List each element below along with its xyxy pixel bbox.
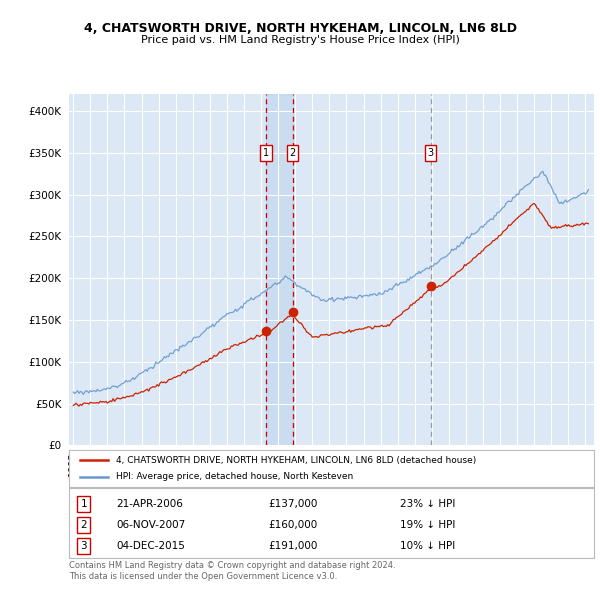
Text: 4, CHATSWORTH DRIVE, NORTH HYKEHAM, LINCOLN, LN6 8LD (detached house): 4, CHATSWORTH DRIVE, NORTH HYKEHAM, LINC… bbox=[116, 455, 476, 464]
Text: HPI: Average price, detached house, North Kesteven: HPI: Average price, detached house, Nort… bbox=[116, 473, 353, 481]
Text: Contains HM Land Registry data © Crown copyright and database right 2024.: Contains HM Land Registry data © Crown c… bbox=[69, 561, 395, 570]
Text: 2: 2 bbox=[80, 520, 87, 530]
Text: 19% ↓ HPI: 19% ↓ HPI bbox=[400, 520, 455, 530]
Text: £137,000: £137,000 bbox=[269, 499, 318, 509]
Text: 10% ↓ HPI: 10% ↓ HPI bbox=[400, 540, 455, 550]
Text: This data is licensed under the Open Government Licence v3.0.: This data is licensed under the Open Gov… bbox=[69, 572, 337, 581]
Text: Price paid vs. HM Land Registry's House Price Index (HPI): Price paid vs. HM Land Registry's House … bbox=[140, 35, 460, 45]
Text: £160,000: £160,000 bbox=[269, 520, 318, 530]
Text: 04-DEC-2015: 04-DEC-2015 bbox=[116, 540, 185, 550]
Text: 21-APR-2006: 21-APR-2006 bbox=[116, 499, 183, 509]
Text: 06-NOV-2007: 06-NOV-2007 bbox=[116, 520, 185, 530]
Text: 1: 1 bbox=[80, 499, 87, 509]
Text: 23% ↓ HPI: 23% ↓ HPI bbox=[400, 499, 455, 509]
Text: 3: 3 bbox=[427, 148, 434, 158]
Text: 1: 1 bbox=[263, 148, 269, 158]
Text: 3: 3 bbox=[80, 540, 87, 550]
Text: 2: 2 bbox=[289, 148, 296, 158]
Text: £191,000: £191,000 bbox=[269, 540, 318, 550]
Bar bbox=[266, 94, 293, 445]
Text: 4, CHATSWORTH DRIVE, NORTH HYKEHAM, LINCOLN, LN6 8LD: 4, CHATSWORTH DRIVE, NORTH HYKEHAM, LINC… bbox=[83, 22, 517, 35]
